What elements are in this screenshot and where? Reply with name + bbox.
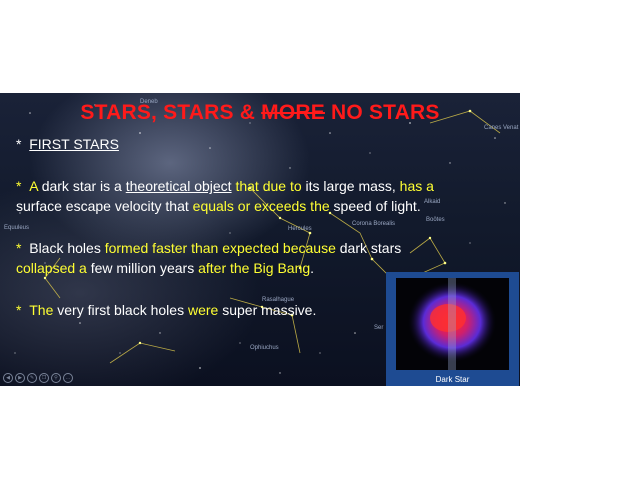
constellation-label: Ophiuchus xyxy=(250,345,279,351)
constellation-label: Ser xyxy=(374,325,384,331)
dark-star-image xyxy=(396,278,509,370)
dark-star-panel: Dark Star xyxy=(386,272,519,386)
constellation-label: Boötes xyxy=(426,217,445,223)
panel-caption: Dark Star xyxy=(435,375,470,384)
title-part: STARS, STARS & xyxy=(80,101,262,124)
search-icon[interactable]: ⚲ xyxy=(51,373,61,383)
paragraph-dark-star: * A dark star is a theoretical object th… xyxy=(16,178,434,214)
section-heading: * FIRST STARS xyxy=(16,134,511,154)
pen-icon[interactable]: ✎ xyxy=(27,373,37,383)
bullet: * xyxy=(16,240,22,256)
title-part-struck: MORE xyxy=(261,101,325,124)
bullet: * xyxy=(16,178,22,194)
slide: Deneb Canes Venat Hercules Equuleus Coro… xyxy=(0,93,520,386)
title-part: NO STARS xyxy=(324,101,440,124)
forward-icon[interactable]: ▶ xyxy=(15,373,25,383)
starfield-background xyxy=(14,104,506,374)
slide-toolbar: ◀ ▶ ✎ ❐ ⚲ … xyxy=(3,373,73,383)
constellation-label: Corona Borealis xyxy=(352,221,396,227)
back-icon[interactable]: ◀ xyxy=(3,373,13,383)
heading-text: FIRST STARS xyxy=(29,136,119,152)
constellation-label: Deneb xyxy=(140,99,158,105)
slide-title: STARS, STARS & MORE NO STARS xyxy=(0,101,520,125)
paragraph-first-black-holes: * The very first black holes were super … xyxy=(16,302,317,318)
bullet: * xyxy=(16,302,22,318)
paragraph-black-holes: * Black holes formed faster than expecte… xyxy=(16,240,402,276)
constellation-label: Equuleus xyxy=(4,225,30,231)
constellation-label: Alkaid xyxy=(424,199,441,205)
more-icon[interactable]: … xyxy=(63,373,73,383)
copy-icon[interactable]: ❐ xyxy=(39,373,49,383)
constellation-label: Canes Venat xyxy=(484,125,519,131)
bullet: * xyxy=(16,136,22,152)
constellation-label: Hercules xyxy=(288,226,312,232)
constellation-label: Rasalhague xyxy=(262,297,295,303)
